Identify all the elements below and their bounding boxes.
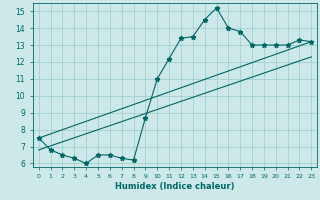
X-axis label: Humidex (Indice chaleur): Humidex (Indice chaleur) xyxy=(115,182,235,191)
